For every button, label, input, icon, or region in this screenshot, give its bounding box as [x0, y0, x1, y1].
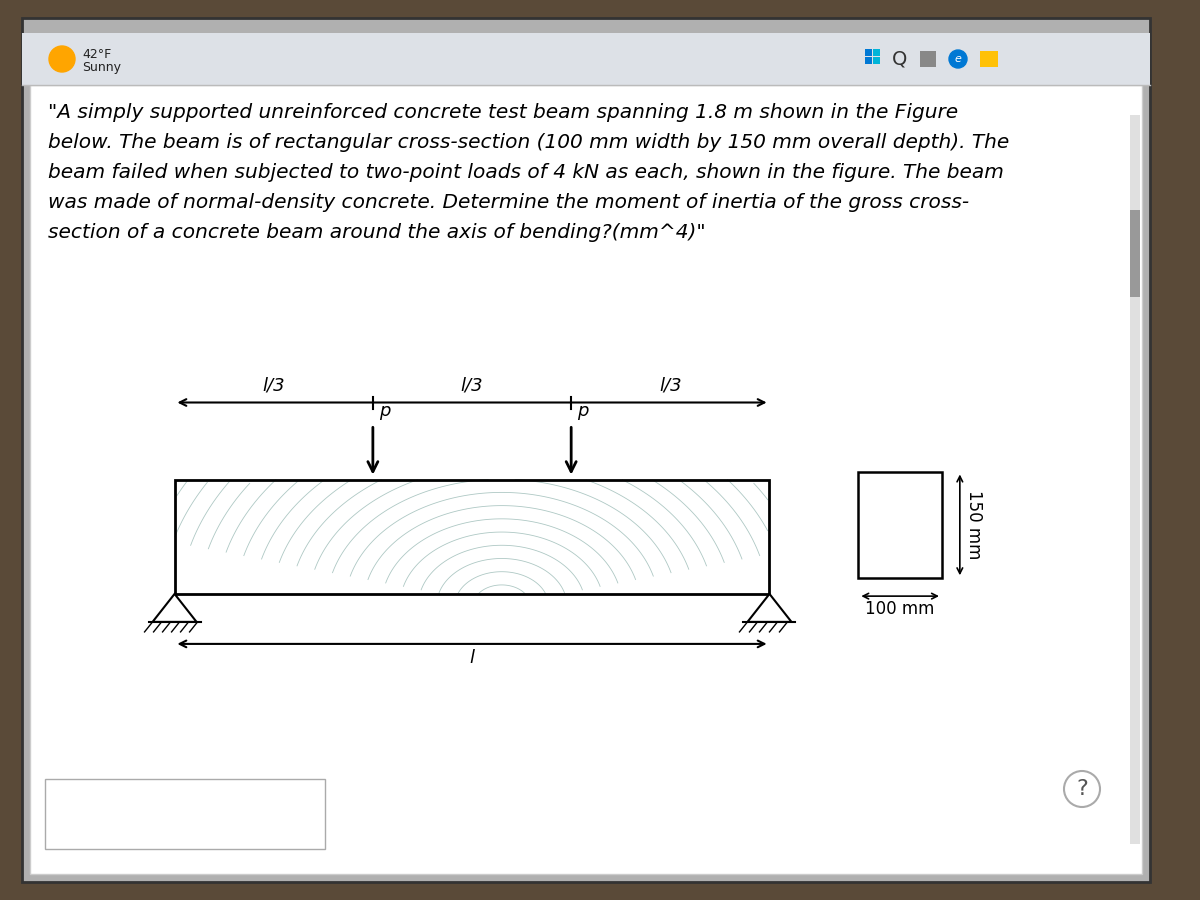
Text: 150 mm: 150 mm: [965, 491, 983, 560]
Text: section of a concrete beam around the axis of bending?(mm^4)": section of a concrete beam around the ax…: [48, 223, 706, 242]
Circle shape: [1064, 771, 1100, 807]
Text: below. The beam is of rectangular cross-section (100 mm width by 150 mm overall : below. The beam is of rectangular cross-…: [48, 133, 1009, 152]
Bar: [46, 779, 325, 849]
Text: l/3: l/3: [263, 376, 286, 394]
Bar: [858, 472, 942, 578]
Bar: [874, 49, 880, 56]
Bar: [22, 33, 1150, 85]
Polygon shape: [152, 594, 197, 622]
Text: l: l: [469, 649, 474, 667]
Circle shape: [949, 50, 967, 68]
Circle shape: [49, 46, 74, 72]
Text: l/3: l/3: [461, 376, 484, 394]
Polygon shape: [748, 594, 792, 622]
Text: ?: ?: [1076, 779, 1088, 799]
Bar: [1130, 115, 1140, 844]
Text: beam failed when subjected to two-point loads of 4 kN as each, shown in the figu: beam failed when subjected to two-point …: [48, 163, 1004, 182]
Bar: [874, 57, 880, 64]
Text: p: p: [577, 401, 588, 419]
Bar: [865, 49, 872, 56]
Bar: [980, 51, 998, 67]
Text: was made of normal-density concrete. Determine the moment of inertia of the gros: was made of normal-density concrete. Det…: [48, 193, 970, 212]
Text: 100 mm: 100 mm: [865, 600, 935, 618]
Text: p: p: [379, 401, 390, 419]
Text: Sunny: Sunny: [82, 60, 121, 74]
Text: l/3: l/3: [659, 376, 682, 394]
Bar: [865, 57, 872, 64]
Bar: [1130, 210, 1140, 297]
Text: Q: Q: [893, 50, 907, 68]
Bar: [30, 85, 1142, 874]
Bar: [174, 480, 769, 594]
Text: "A simply supported unreinforced concrete test beam spanning 1.8 m shown in the : "A simply supported unreinforced concret…: [48, 103, 958, 122]
Text: e: e: [954, 54, 961, 64]
Bar: [174, 480, 769, 594]
Text: 42°F: 42°F: [82, 48, 112, 60]
Bar: [920, 51, 936, 67]
